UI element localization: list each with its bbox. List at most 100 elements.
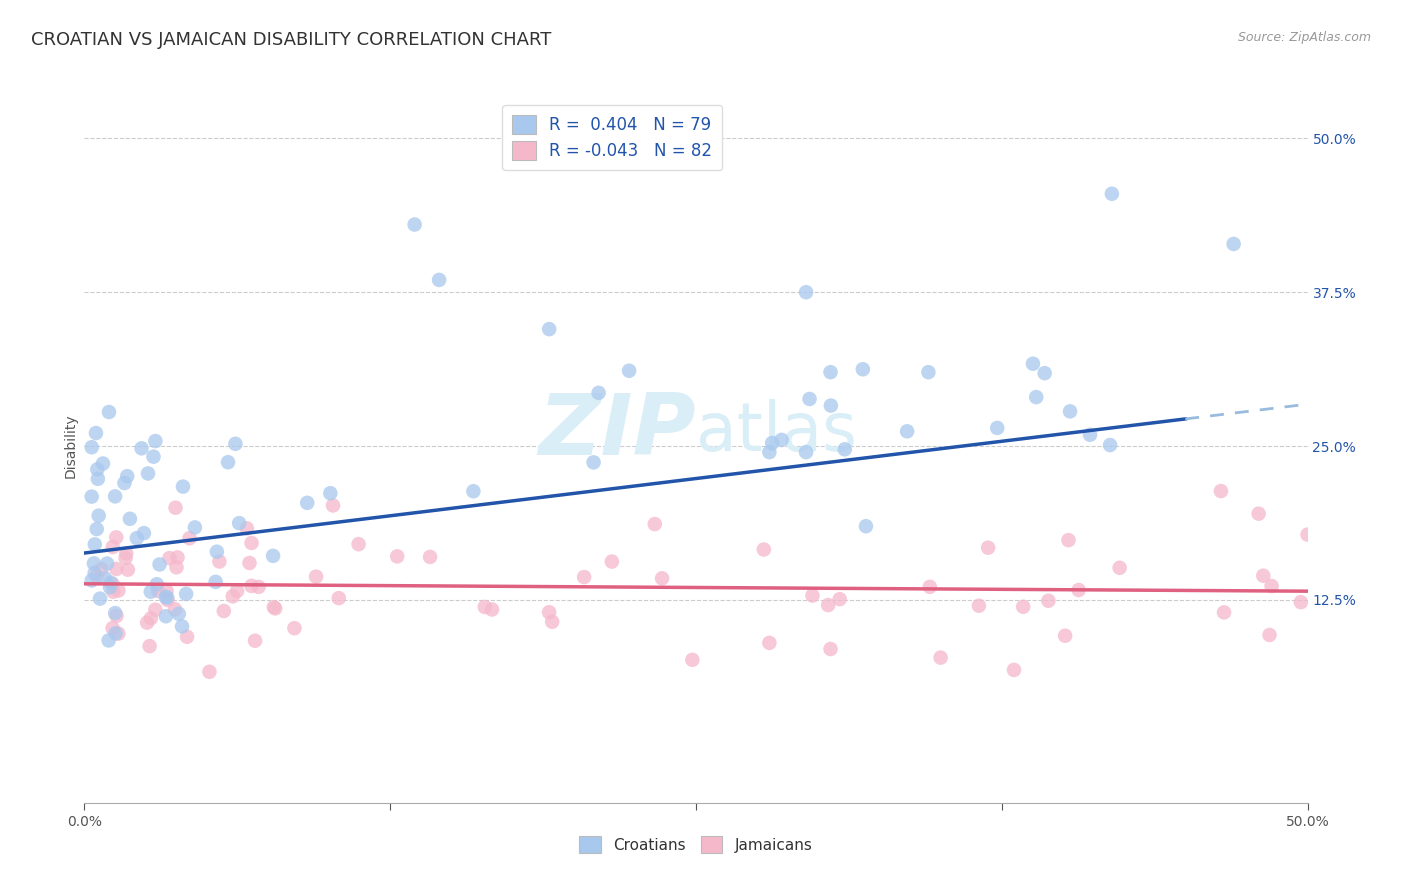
Point xyxy=(87,472,110,486)
Point xyxy=(105,562,128,576)
Point xyxy=(385,549,408,564)
Point xyxy=(142,450,165,464)
Point xyxy=(156,584,179,599)
Point xyxy=(758,445,780,459)
Point xyxy=(115,546,138,560)
Point xyxy=(474,599,496,614)
Point xyxy=(463,484,485,499)
Point xyxy=(1002,663,1025,677)
Point xyxy=(80,574,103,588)
Point xyxy=(896,425,918,439)
Point xyxy=(541,615,564,629)
Point xyxy=(305,569,328,583)
Point xyxy=(212,604,235,618)
Point xyxy=(967,599,990,613)
Point xyxy=(1213,606,1236,620)
Point xyxy=(156,591,179,605)
Point xyxy=(97,633,120,648)
Point xyxy=(761,436,783,450)
Point xyxy=(83,537,105,551)
Point xyxy=(86,462,108,476)
Point xyxy=(146,577,169,591)
Point xyxy=(1067,582,1090,597)
Text: ZIP: ZIP xyxy=(538,390,696,474)
Point xyxy=(80,440,103,454)
Point xyxy=(104,489,127,503)
Point xyxy=(165,500,187,515)
Point xyxy=(427,273,450,287)
Point xyxy=(820,642,842,657)
Point xyxy=(262,549,284,563)
Point xyxy=(103,584,125,599)
Point xyxy=(770,433,793,447)
Point xyxy=(572,570,595,584)
Point xyxy=(89,591,111,606)
Point xyxy=(155,609,177,624)
Point xyxy=(117,563,139,577)
Point xyxy=(794,285,817,300)
Point xyxy=(155,590,177,604)
Point xyxy=(98,580,121,594)
Point xyxy=(758,636,780,650)
Point xyxy=(820,399,842,413)
Point xyxy=(146,583,169,598)
Point xyxy=(204,574,226,589)
Point xyxy=(1108,561,1130,575)
Point xyxy=(852,362,875,376)
Point xyxy=(240,579,263,593)
Point xyxy=(1260,579,1282,593)
Point xyxy=(86,522,108,536)
Point xyxy=(131,442,153,456)
Point xyxy=(1054,629,1077,643)
Point xyxy=(1251,568,1274,582)
Point xyxy=(114,551,136,566)
Point xyxy=(166,560,188,574)
Point xyxy=(419,549,441,564)
Point xyxy=(240,536,263,550)
Point xyxy=(114,476,136,491)
Point xyxy=(817,598,839,612)
Point xyxy=(1296,527,1319,541)
Legend: Croatians, Jamaicans: Croatians, Jamaicans xyxy=(574,830,818,859)
Point xyxy=(87,508,110,523)
Point xyxy=(166,550,188,565)
Point xyxy=(100,575,122,590)
Point xyxy=(224,437,246,451)
Point xyxy=(139,584,162,599)
Point xyxy=(176,630,198,644)
Point xyxy=(104,626,127,640)
Point xyxy=(1258,628,1281,642)
Point xyxy=(1012,599,1035,614)
Point xyxy=(236,521,259,535)
Point xyxy=(283,621,305,635)
Point xyxy=(159,551,181,566)
Point xyxy=(263,600,285,615)
Point xyxy=(247,580,270,594)
Point xyxy=(1078,427,1101,442)
Point xyxy=(600,555,623,569)
Point xyxy=(538,322,561,336)
Point xyxy=(319,486,342,500)
Point xyxy=(132,526,155,541)
Point xyxy=(1247,507,1270,521)
Point xyxy=(208,554,231,568)
Point xyxy=(136,467,159,481)
Point xyxy=(101,621,124,635)
Point xyxy=(801,589,824,603)
Point xyxy=(184,520,207,534)
Point xyxy=(94,571,117,585)
Point xyxy=(105,530,128,544)
Point xyxy=(404,218,426,232)
Point xyxy=(929,650,952,665)
Point xyxy=(917,365,939,379)
Point xyxy=(83,566,105,580)
Point xyxy=(1289,595,1312,609)
Point xyxy=(481,602,503,616)
Point xyxy=(205,545,228,559)
Point xyxy=(104,606,127,620)
Point xyxy=(163,602,186,616)
Point xyxy=(651,571,673,585)
Point xyxy=(226,583,249,598)
Point xyxy=(243,633,266,648)
Point xyxy=(644,517,666,532)
